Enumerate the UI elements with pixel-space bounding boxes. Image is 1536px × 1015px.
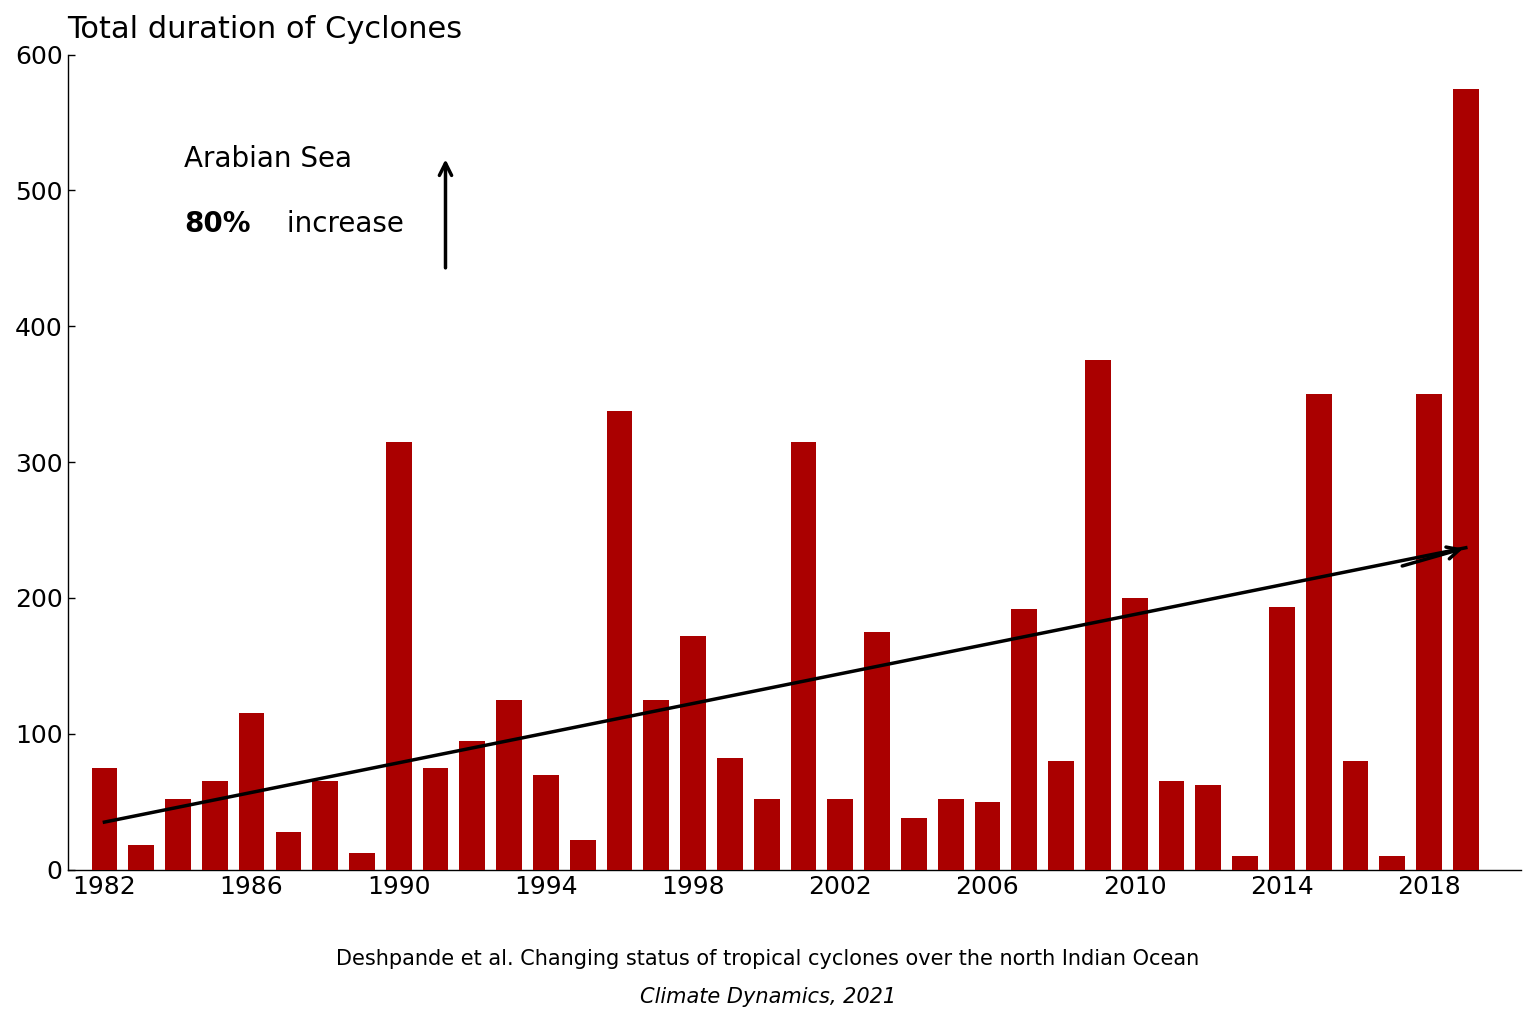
Bar (1158, 782, 1184, 870)
Bar (607, 410, 633, 870)
Bar (92, 767, 117, 870)
Bar (1084, 360, 1111, 870)
Text: increase: increase (278, 210, 404, 239)
Bar (1306, 394, 1332, 870)
Bar (164, 799, 190, 870)
Text: 80%: 80% (184, 210, 250, 239)
Bar (938, 799, 963, 870)
Bar (533, 774, 559, 870)
Bar (644, 700, 670, 870)
Bar (828, 799, 852, 870)
Text: Climate Dynamics, 2021: Climate Dynamics, 2021 (641, 987, 895, 1007)
Bar (570, 839, 596, 870)
Text: Deshpande et al. Changing status of tropical cyclones over the north Indian Ocea: Deshpande et al. Changing status of trop… (336, 949, 1200, 969)
Bar (1269, 608, 1295, 870)
Bar (1232, 856, 1258, 870)
Bar (1048, 761, 1074, 870)
Bar (975, 802, 1000, 870)
Bar (386, 442, 412, 870)
Text: Arabian Sea: Arabian Sea (184, 145, 352, 173)
Bar (201, 782, 227, 870)
Bar (1342, 761, 1369, 870)
Bar (422, 767, 449, 870)
Bar (754, 799, 780, 870)
Bar (129, 845, 154, 870)
Bar (459, 741, 485, 870)
Bar (496, 700, 522, 870)
Bar (791, 442, 816, 870)
Bar (680, 636, 707, 870)
Bar (717, 758, 743, 870)
Bar (349, 854, 375, 870)
Bar (902, 818, 926, 870)
Bar (1416, 394, 1442, 870)
Bar (1121, 598, 1147, 870)
Text: Total duration of Cyclones: Total duration of Cyclones (68, 15, 462, 44)
Bar (238, 714, 264, 870)
Bar (275, 831, 301, 870)
Bar (1011, 609, 1037, 870)
Bar (312, 782, 338, 870)
Bar (865, 632, 889, 870)
Bar (1453, 88, 1479, 870)
Bar (1195, 786, 1221, 870)
Bar (1379, 856, 1405, 870)
